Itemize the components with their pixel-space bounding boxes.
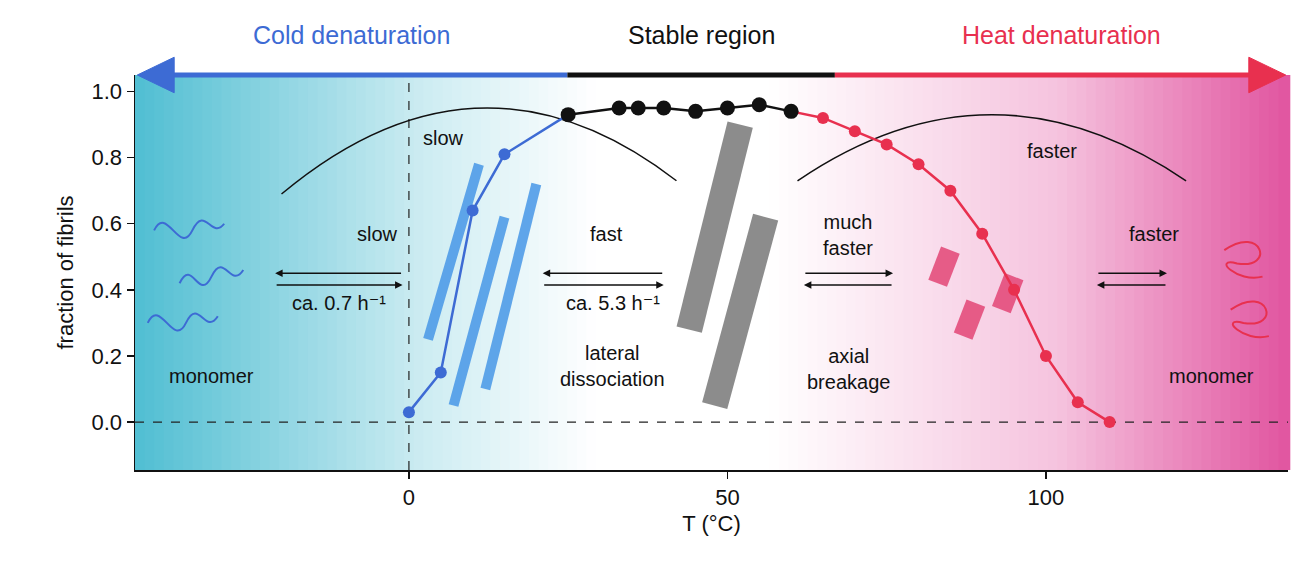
svg-text:lateraldissociation: lateraldissociation [560,342,665,390]
svg-text:50: 50 [715,485,739,510]
svg-text:faster: faster [1129,223,1179,245]
svg-text:monomer: monomer [1169,365,1254,387]
svg-text:ca. 5.3 h⁻¹: ca. 5.3 h⁻¹ [566,292,660,314]
svg-text:T (°C): T (°C) [682,511,741,536]
svg-text:0.6: 0.6 [92,211,123,236]
svg-text:slow: slow [423,127,464,149]
svg-text:100: 100 [1028,485,1065,510]
svg-text:0.2: 0.2 [92,344,123,369]
svg-text:ca. 0.7 h⁻¹: ca. 0.7 h⁻¹ [292,292,386,314]
svg-text:Heat denaturation: Heat denaturation [962,21,1161,49]
svg-text:0: 0 [403,485,415,510]
svg-text:Stable region: Stable region [628,21,775,49]
svg-text:0.0: 0.0 [92,410,123,435]
svg-text:slow: slow [357,223,398,245]
svg-text:muchfaster: muchfaster [823,211,873,259]
svg-text:monomer: monomer [169,365,254,387]
svg-text:fraction of fibrils: fraction of fibrils [53,195,78,349]
svg-text:faster: faster [1027,140,1077,162]
svg-text:1.0: 1.0 [92,79,123,104]
svg-text:0.4: 0.4 [92,278,123,303]
svg-text:0.8: 0.8 [92,145,123,170]
svg-text:Cold denaturation: Cold denaturation [253,21,450,49]
svg-text:fast: fast [590,223,623,245]
svg-text:axialbreakage: axialbreakage [807,345,890,393]
